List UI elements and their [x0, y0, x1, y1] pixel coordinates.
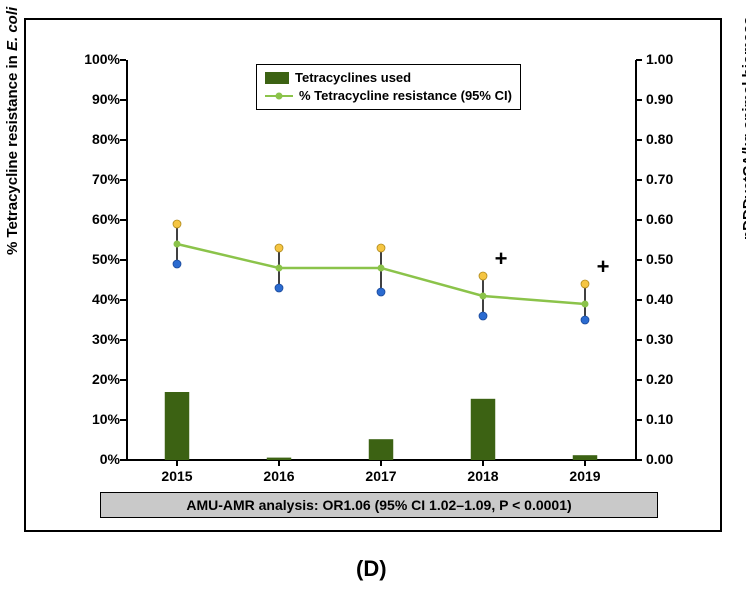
y-left-tick-label: 40%	[76, 291, 120, 307]
panel-letter: (D)	[356, 556, 387, 582]
y-left-tick	[120, 299, 126, 301]
ci-lower-marker	[479, 312, 487, 320]
y-right-tick	[636, 459, 642, 461]
bar	[471, 399, 495, 460]
y-left-tick-label: 0%	[76, 451, 120, 467]
y-right-axis-title: nDDDvetCA/kg animal biomass	[740, 17, 746, 240]
plus-annotation: +	[495, 246, 508, 271]
y-right-tick	[636, 219, 642, 221]
y-right-tick-label: 0.50	[646, 251, 690, 267]
x-tick	[584, 460, 586, 466]
x-tick	[176, 460, 178, 466]
line-marker	[378, 265, 385, 272]
y-right-tick-label: 0.70	[646, 171, 690, 187]
y-left-tick	[120, 259, 126, 261]
y-left-tick-label: 50%	[76, 251, 120, 267]
x-category-label: 2015	[152, 468, 202, 484]
x-category-label: 2016	[254, 468, 304, 484]
y-right-tick-label: 0.30	[646, 331, 690, 347]
y-right-tick-label: 0.40	[646, 291, 690, 307]
y-right-tick	[636, 179, 642, 181]
y-right-tick	[636, 379, 642, 381]
y-right-tick-label: 0.90	[646, 91, 690, 107]
y-left-axis-title: % Tetracycline resistance in E. coli	[4, 7, 21, 255]
x-tick	[482, 460, 484, 466]
plot-svg: ++	[126, 60, 636, 460]
legend-box: Tetracyclines used % Tetracycline resist…	[256, 64, 521, 110]
plus-annotation: +	[597, 254, 610, 279]
legend-label-bars: Tetracyclines used	[295, 69, 411, 87]
line-marker	[480, 293, 487, 300]
y-right-tick-label: 0.20	[646, 371, 690, 387]
x-category-label: 2018	[458, 468, 508, 484]
x-tick	[278, 460, 280, 466]
y-right-tick	[636, 139, 642, 141]
y-right-tick	[636, 59, 642, 61]
y-right-tick	[636, 99, 642, 101]
ci-lower-marker	[377, 288, 385, 296]
bar	[165, 392, 189, 460]
y-left-tick-label: 100%	[76, 51, 120, 67]
y-right-tick-label: 0.10	[646, 411, 690, 427]
legend-row-line: % Tetracycline resistance (95% CI)	[265, 87, 512, 105]
y-left-tick	[120, 219, 126, 221]
x-category-label: 2017	[356, 468, 406, 484]
ci-upper-marker	[275, 244, 283, 252]
x-tick	[380, 460, 382, 466]
y-left-tick-label: 10%	[76, 411, 120, 427]
y-left-title-plain: % Tetracycline resistance in	[4, 51, 21, 255]
y-right-tick	[636, 419, 642, 421]
y-right-tick	[636, 299, 642, 301]
x-category-label: 2019	[560, 468, 610, 484]
y-left-tick	[120, 59, 126, 61]
ci-lower-marker	[581, 316, 589, 324]
ci-lower-marker	[275, 284, 283, 292]
line-marker	[582, 301, 589, 308]
y-left-tick	[120, 379, 126, 381]
y-left-tick-label: 60%	[76, 211, 120, 227]
chart-border: % Tetracycline resistance in E. coli nDD…	[24, 18, 722, 532]
legend-label-line: % Tetracycline resistance (95% CI)	[299, 87, 512, 105]
y-left-tick-label: 20%	[76, 371, 120, 387]
legend-swatch-bar	[265, 72, 289, 84]
y-left-tick	[120, 99, 126, 101]
y-right-tick	[636, 339, 642, 341]
ci-lower-marker	[173, 260, 181, 268]
y-left-tick-label: 90%	[76, 91, 120, 107]
ci-upper-marker	[173, 220, 181, 228]
bar	[369, 439, 393, 460]
y-left-tick	[120, 179, 126, 181]
figure-container: % Tetracycline resistance in E. coli nDD…	[0, 0, 746, 611]
y-right-tick-label: 0.00	[646, 451, 690, 467]
y-right-tick-label: 1.00	[646, 51, 690, 67]
line-marker	[174, 241, 181, 248]
y-left-tick	[120, 459, 126, 461]
legend-swatch-line	[265, 89, 293, 103]
y-left-title-italic: E. coli	[4, 7, 21, 51]
ci-upper-marker	[581, 280, 589, 288]
legend-row-bars: Tetracyclines used	[265, 69, 512, 87]
y-left-tick-label: 80%	[76, 131, 120, 147]
y-right-tick-label: 0.80	[646, 131, 690, 147]
ci-upper-marker	[479, 272, 487, 280]
y-left-tick-label: 70%	[76, 171, 120, 187]
y-right-tick-label: 0.60	[646, 211, 690, 227]
y-right-tick	[636, 259, 642, 261]
y-left-tick-label: 30%	[76, 331, 120, 347]
y-left-tick	[120, 339, 126, 341]
analysis-box: AMU-AMR analysis: OR1.06 (95% CI 1.02–1.…	[100, 492, 658, 518]
ci-upper-marker	[377, 244, 385, 252]
y-left-tick	[120, 419, 126, 421]
plot-area: ++ Tetracyclines used % Tetracycline res…	[126, 60, 636, 460]
y-left-tick	[120, 139, 126, 141]
line-marker	[276, 265, 283, 272]
